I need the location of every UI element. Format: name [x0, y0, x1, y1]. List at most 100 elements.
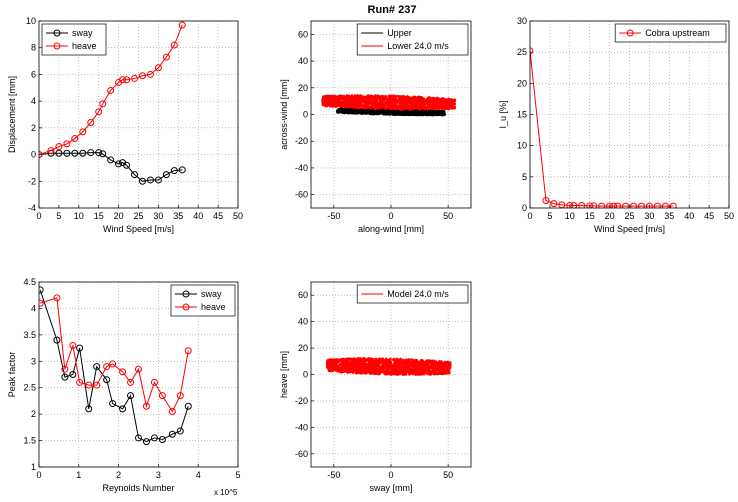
- data-point: [439, 102, 443, 105]
- data-point: [93, 381, 101, 389]
- x-tick-label: 50: [443, 211, 453, 221]
- data-point: [431, 367, 435, 371]
- data-point: [373, 369, 377, 373]
- data-point: [399, 97, 403, 101]
- data-point: [63, 149, 71, 157]
- data-point: [326, 101, 329, 105]
- x-tick-label: 45: [704, 211, 714, 221]
- y-tick-label: 10: [517, 141, 527, 151]
- data-point: [408, 371, 411, 374]
- data-point: [404, 98, 407, 102]
- data-point: [394, 366, 398, 369]
- y-axis-label: Displacement [mm]: [7, 76, 17, 153]
- legend-label: heave: [201, 302, 226, 312]
- y-tick-label: 10: [26, 16, 36, 26]
- data-point: [328, 96, 331, 100]
- data-point: [378, 99, 382, 102]
- data-point: [417, 365, 421, 368]
- data-point: [343, 103, 347, 106]
- data-point: [429, 361, 432, 365]
- y-tick-label: -40: [295, 163, 308, 173]
- data-point: [341, 360, 345, 364]
- legend: Model 24.0 m/s: [356, 284, 469, 304]
- data-point: [61, 373, 69, 381]
- data-point: [447, 103, 450, 106]
- y-tick-label: 60: [298, 290, 308, 300]
- data-point: [372, 358, 375, 361]
- y-tick-label: 5: [522, 172, 527, 182]
- data-point: [158, 436, 166, 444]
- data-point: [329, 103, 333, 107]
- data-point: [342, 97, 346, 101]
- data-point: [421, 370, 425, 374]
- data-point: [439, 105, 443, 108]
- data-point: [371, 110, 375, 114]
- y-tick-label: 20: [298, 343, 308, 353]
- data-point: [366, 99, 370, 103]
- data-point: [386, 367, 389, 371]
- data-point: [586, 202, 594, 208]
- x-tick-label: 0: [388, 211, 393, 221]
- data-point: [390, 104, 393, 108]
- data-point: [395, 369, 398, 372]
- series-group: [321, 94, 457, 117]
- data-point: [413, 110, 417, 114]
- data-point: [71, 149, 79, 157]
- data-point: [359, 363, 363, 367]
- y-tick-label: 0: [303, 110, 308, 120]
- legend-box: [356, 284, 469, 304]
- y-tick-label: 3.5: [23, 330, 36, 340]
- x-axis-label: Reynolds Number: [102, 483, 174, 493]
- data-point: [79, 149, 87, 157]
- data-point: [443, 369, 447, 373]
- data-point: [138, 177, 146, 185]
- data-point: [418, 370, 421, 373]
- displacement-chart: 0 5 10 15 20 25 30 35 40 45 50 -4 -2 0 2 4 6 8 10 Wind Spee…: [7, 16, 243, 234]
- data-point: [669, 202, 677, 208]
- data-point: [423, 368, 427, 371]
- data-point: [386, 365, 390, 368]
- data-point: [357, 109, 361, 112]
- data-point: [394, 359, 398, 363]
- data-point: [395, 109, 399, 113]
- data-point: [131, 171, 139, 179]
- data-point: [347, 361, 350, 365]
- data-point: [405, 113, 408, 116]
- data-point: [76, 344, 84, 352]
- data-point: [397, 95, 401, 98]
- data-point: [347, 105, 350, 108]
- data-point: [55, 143, 63, 151]
- data-point: [325, 104, 329, 108]
- data-point: [168, 430, 176, 438]
- data-point: [384, 107, 388, 110]
- data-point: [431, 360, 434, 363]
- data-point: [355, 102, 359, 105]
- y-tick-label: 40: [298, 317, 308, 327]
- data-point: [348, 107, 352, 111]
- data-point: [441, 372, 444, 375]
- data-point: [380, 106, 384, 109]
- y-tick-label: -60: [295, 449, 308, 459]
- data-point: [391, 358, 395, 362]
- data-point: [382, 112, 386, 116]
- data-point: [343, 362, 346, 366]
- series-group: [39, 21, 186, 185]
- data-point: [373, 94, 377, 97]
- legend: sway heave: [41, 23, 107, 56]
- data-point: [138, 72, 146, 80]
- data-point: [445, 364, 448, 368]
- data-point: [333, 99, 337, 102]
- data-point: [421, 365, 425, 368]
- data-point: [358, 367, 362, 371]
- legend-box: [614, 23, 727, 43]
- data-point: [324, 95, 328, 98]
- series-line: [39, 289, 189, 443]
- data-point: [39, 286, 44, 294]
- data-point: [366, 96, 369, 99]
- data-point: [415, 103, 419, 106]
- data-point: [395, 373, 399, 376]
- data-point: [142, 402, 150, 410]
- data-point: [399, 104, 402, 107]
- data-point: [406, 105, 409, 108]
- y-axis-label: heave [mm]: [279, 351, 289, 398]
